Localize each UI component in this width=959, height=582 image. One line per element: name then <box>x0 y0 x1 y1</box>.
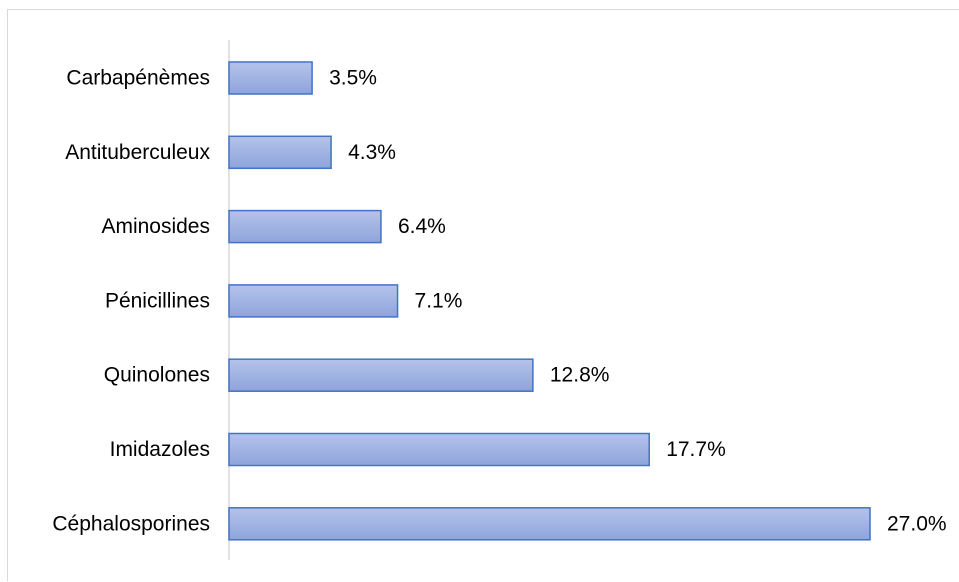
bar-3 <box>228 284 399 318</box>
bars-group <box>228 61 871 541</box>
category-label: Céphalosporines <box>52 512 210 535</box>
category-label: Carbapénèmes <box>66 67 210 90</box>
category-label: Pénicillines <box>105 289 210 312</box>
value-label: 7.1% <box>415 289 463 312</box>
category-label: Antituberculeux <box>65 141 210 164</box>
bar-5 <box>228 432 650 467</box>
value-label: 12.8% <box>550 364 610 387</box>
chart-frame <box>7 9 959 581</box>
category-labels: Carbapénèmes Antituberculeux Aminosides Pén… <box>52 67 210 536</box>
bar-0 <box>228 61 313 95</box>
category-label: Quinolones <box>104 364 210 387</box>
bar-1 <box>228 135 332 170</box>
value-label: 6.4% <box>398 215 446 238</box>
category-label: Aminosides <box>101 215 210 238</box>
value-label: 17.7% <box>666 438 726 461</box>
bar-6 <box>228 507 871 541</box>
category-label: Imidazoles <box>110 438 210 461</box>
value-label: 3.5% <box>329 67 377 90</box>
value-labels: 3.5% 4.3% 6.4% 7.1% 12.8% 17.7% 27.0% <box>329 67 946 536</box>
value-label: 27.0% <box>887 512 947 535</box>
bar-2 <box>228 209 382 244</box>
value-label: 4.3% <box>348 141 396 164</box>
bar-4 <box>228 358 534 392</box>
